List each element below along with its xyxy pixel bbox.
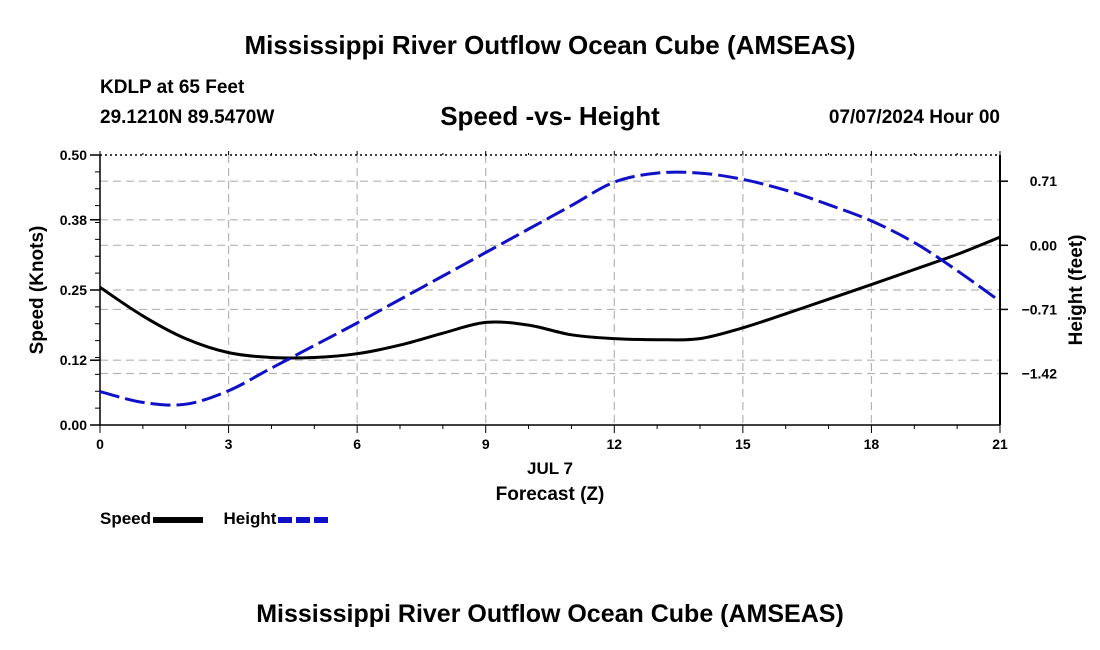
x-tick-label: 18 xyxy=(864,436,880,452)
legend-speed-swatch xyxy=(153,516,204,523)
x-tick-label: 6 xyxy=(353,436,361,452)
y2-tick-label: 0.00 xyxy=(1030,237,1057,253)
series-line-speed xyxy=(99,235,1001,360)
x-tick-label: 0 xyxy=(96,436,104,452)
y-tick-label: 0.00 xyxy=(60,417,87,433)
coordinates-label: 29.1210N 89.5470W xyxy=(100,107,275,128)
legend: Speed Height xyxy=(100,509,330,529)
series-line-height xyxy=(99,170,1001,407)
x-tick-label: 15 xyxy=(735,436,751,452)
legend-height-swatch xyxy=(278,516,329,523)
grid-layer xyxy=(100,155,1000,425)
series-layer xyxy=(99,170,1001,407)
x-tick-label: 9 xyxy=(482,436,490,452)
y-axis-label: Speed (Knots) xyxy=(27,226,48,355)
axes-layer xyxy=(90,151,1008,433)
x-tick-label: 21 xyxy=(992,436,1008,452)
y-tick-label: 0.38 xyxy=(60,212,87,228)
legend-speed-label: Speed xyxy=(100,509,152,528)
y2-tick-label: −1.42 xyxy=(1022,366,1058,382)
x-tick-label: 3 xyxy=(225,436,233,452)
plot-subtitle: Speed -vs- Height xyxy=(440,101,660,131)
y2-axis-label: Height (feet) xyxy=(1066,235,1087,346)
x-axis-label: Forecast (Z) xyxy=(496,484,605,505)
y2-tick-label: −0.71 xyxy=(1022,301,1058,317)
y-tick-label: 0.12 xyxy=(60,352,87,368)
x-axis-date-label: JUL 7 xyxy=(527,459,573,478)
legend-height-label: Height xyxy=(223,509,277,528)
station-label: KDLP at 65 Feet xyxy=(100,77,245,98)
x-tick-label: 12 xyxy=(606,436,622,452)
datetime-label: 07/07/2024 Hour 00 xyxy=(828,107,1000,128)
footer-title: Mississippi River Outflow Ocean Cube (AM… xyxy=(256,600,844,628)
label-layer: 0.00 0.12 0.25 0.38 0.50 0.71 0.00 −0.71 −1.42 0 3… xyxy=(27,147,1087,505)
y-tick-label: 0.25 xyxy=(60,282,87,298)
y-tick-label: 0.50 xyxy=(60,147,87,163)
y2-tick-label: 0.71 xyxy=(1030,173,1057,189)
chart-title: Mississippi River Outflow Ocean Cube (AM… xyxy=(244,30,856,60)
